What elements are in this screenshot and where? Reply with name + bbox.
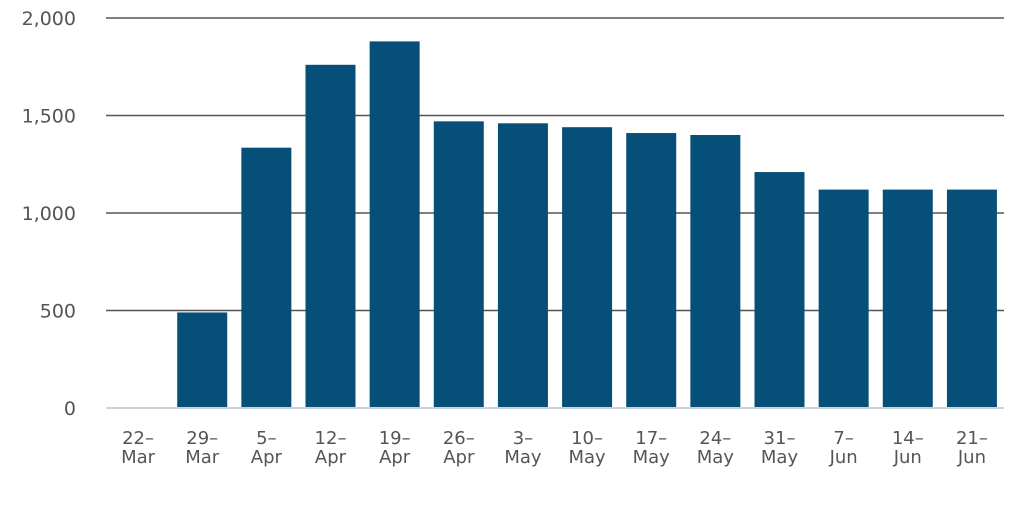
y-tick-label: 2,000 — [22, 8, 76, 30]
x-tick-label: 3– May — [504, 428, 542, 468]
gridlines — [106, 17, 1004, 312]
bar-12 — [882, 189, 933, 408]
x-tick-label: 24– May — [697, 428, 735, 468]
x-tick-label: 31– May — [761, 428, 799, 468]
bar-6 — [497, 123, 548, 409]
bar-10 — [754, 172, 805, 408]
bar-5 — [433, 121, 484, 408]
y-tick-label: 1,000 — [22, 203, 76, 225]
bar-3 — [305, 64, 356, 409]
bar-8 — [626, 133, 677, 409]
bar-2 — [241, 147, 292, 409]
x-tick-label: 12– Apr — [315, 428, 347, 468]
x-tick-label: 5– Apr — [251, 428, 283, 468]
x-tick-label: 26– Apr — [443, 428, 475, 468]
x-tick-label: 7– Jun — [829, 428, 858, 468]
x-tick-label: 19– Apr — [379, 428, 411, 468]
x-tick-label: 22– Mar — [121, 428, 156, 468]
x-tick-label: 17– May — [633, 428, 671, 468]
x-tick-label: 10– May — [568, 428, 606, 468]
y-axis-labels: 0 500 1,000 1,500 2,000 — [22, 8, 76, 420]
bar-13 — [946, 189, 997, 408]
x-tick-label: 29– Mar — [185, 428, 220, 468]
x-tick-label: 14– Jun — [892, 428, 924, 468]
y-tick-label: 0 — [64, 398, 76, 420]
x-tick-label: 21– Jun — [956, 428, 988, 468]
bar-9 — [690, 135, 741, 408]
bar-4 — [369, 41, 420, 409]
x-axis-labels: 22– Mar 29– Mar 5– Apr 12– Apr 19– Apr 26– Apr 3– May… — [121, 428, 988, 468]
bars — [177, 41, 997, 409]
bar-7 — [562, 127, 613, 408]
bar-1 — [177, 312, 228, 408]
y-tick-label: 1,500 — [22, 106, 76, 128]
y-tick-label: 500 — [40, 301, 76, 323]
bar-11 — [818, 189, 869, 408]
